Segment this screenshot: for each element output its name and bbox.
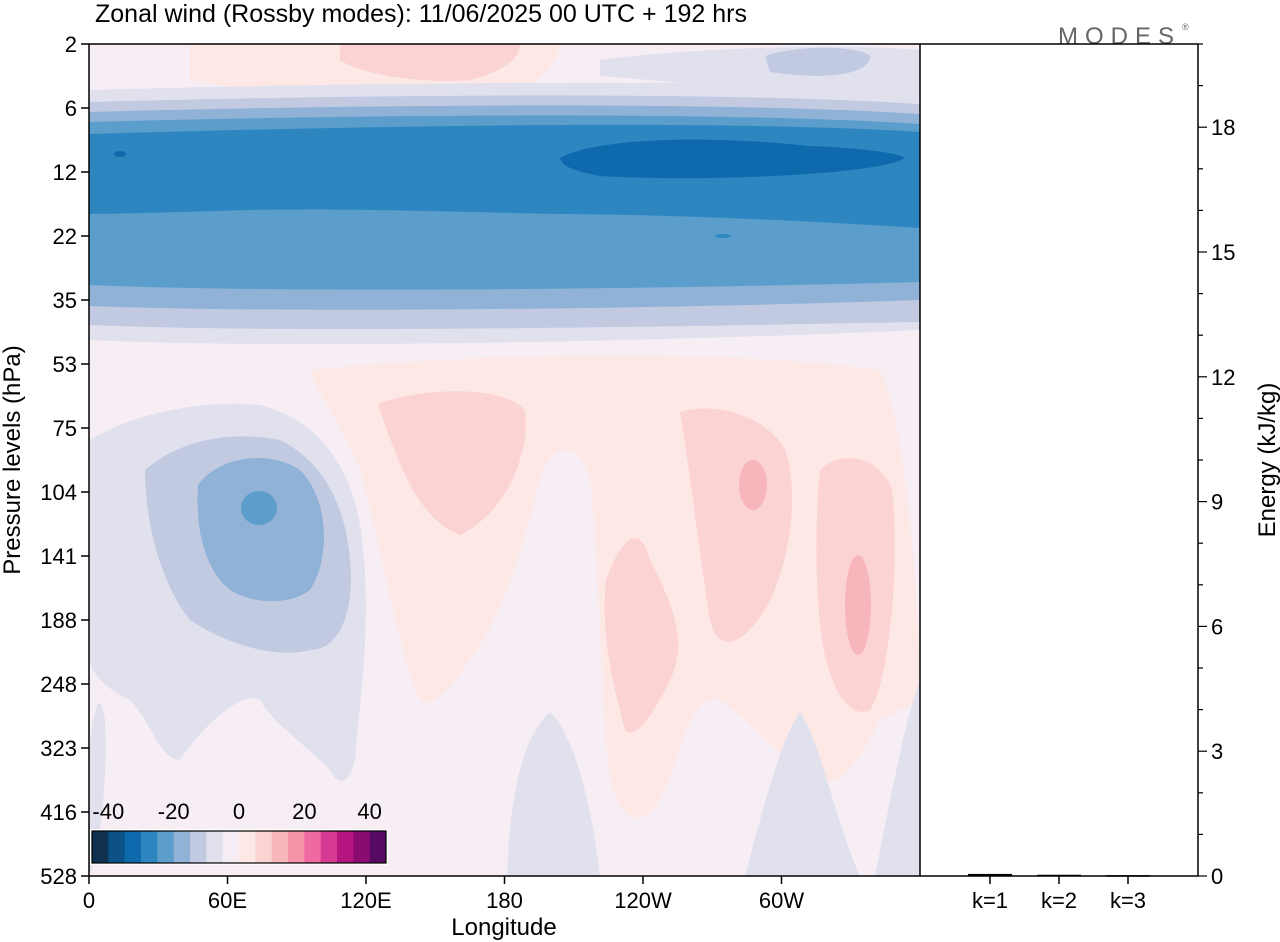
- colorbar-swatch: [271, 831, 289, 863]
- y-tick-label: 528: [40, 864, 77, 889]
- colorbar-swatch: [173, 831, 191, 863]
- y-tick-label: 416: [40, 800, 77, 825]
- colorbar-label: 40: [357, 799, 381, 824]
- energy-bar: [1106, 875, 1150, 877]
- colorbar: -40 -20 0 20 40: [90, 799, 388, 865]
- y-axis-ticks: 2 6 12 22 35 53 75 104 141 188 248 323 416 528: [40, 32, 89, 889]
- colorbar-swatch: [320, 831, 338, 863]
- y-tick-label: 248: [40, 672, 77, 697]
- y-tick-label: 22: [53, 224, 77, 249]
- energy-tick-label: 9: [1211, 490, 1223, 515]
- y-axis-title: Pressure levels (hPa): [0, 345, 26, 574]
- registered-mark: ®: [1182, 22, 1189, 32]
- colorbar-label: 20: [292, 799, 316, 824]
- modes-logo: MODES: [1058, 23, 1181, 50]
- chart-title: Zonal wind (Rossby modes): 11/06/2025 00…: [95, 0, 747, 28]
- energy-category-label: k=2: [1041, 888, 1077, 913]
- y-tick-label: 75: [53, 416, 77, 441]
- energy-bar: [1037, 874, 1081, 877]
- x-axis-title: Longitude: [451, 914, 556, 941]
- energy-bars: k=1 k=2 k=3: [968, 873, 1150, 913]
- x-tick-label: 60W: [759, 888, 804, 913]
- colorbar-swatch: [108, 831, 126, 863]
- x-tick-label: 60E: [208, 888, 247, 913]
- colorbar-swatch: [369, 831, 387, 863]
- colorbar-swatch: [255, 831, 273, 863]
- energy-tick-label: 6: [1211, 614, 1223, 639]
- x-tick-label: 0: [83, 888, 95, 913]
- energy-axis-title: Energy (kJ/kg): [1254, 383, 1280, 538]
- colorbar-swatch: [222, 831, 240, 863]
- energy-tick-label: 12: [1211, 365, 1235, 390]
- colorbar-swatch: [353, 831, 371, 863]
- energy-bar: [968, 873, 1012, 876]
- colorbar-swatch: [337, 831, 354, 863]
- colorbar-swatch: [92, 831, 109, 863]
- y-tick-label: 188: [40, 608, 77, 633]
- colorbar-label: -20: [158, 799, 190, 824]
- colorbar-swatch: [239, 831, 256, 863]
- colorbar-swatch: [288, 831, 305, 863]
- energy-tick-label: 3: [1211, 739, 1223, 764]
- energy-category-label: k=3: [1110, 888, 1146, 913]
- y-tick-label: 35: [53, 288, 77, 313]
- y-tick-label: 104: [40, 480, 77, 505]
- x-tick-label: 120W: [614, 888, 672, 913]
- y-tick-label: 6: [65, 96, 77, 121]
- y-tick-label: 323: [40, 736, 77, 761]
- energy-tick-label: 15: [1211, 240, 1235, 265]
- colorbar-swatch: [190, 831, 207, 863]
- y-tick-label: 2: [65, 32, 77, 57]
- energy-category-label: k=1: [972, 888, 1008, 913]
- energy-axis-ticks: 0 3 6 9 12 15 18: [1198, 43, 1235, 889]
- colorbar-frame: [91, 830, 387, 864]
- y-tick-label: 53: [53, 352, 77, 377]
- colorbar-label: -40: [92, 799, 124, 824]
- colorbar-swatch: [206, 831, 224, 863]
- x-tick-label: 180: [486, 888, 523, 913]
- x-axis-ticks: 0 60E 120E 180 120W 60W: [83, 876, 804, 913]
- y-tick-label: 141: [40, 544, 77, 569]
- energy-tick-label: 0: [1211, 864, 1223, 889]
- colorbar-swatch: [124, 831, 142, 863]
- colorbar-swatch: [304, 831, 322, 863]
- colorbar-label: 0: [233, 799, 245, 824]
- y-tick-label: 12: [53, 160, 77, 185]
- x-tick-label: 120E: [340, 888, 391, 913]
- colorbar-swatch: [141, 831, 158, 863]
- colorbar-swatch: [157, 831, 175, 863]
- contour-field: [89, 44, 920, 876]
- energy-tick-label: 18: [1211, 115, 1235, 140]
